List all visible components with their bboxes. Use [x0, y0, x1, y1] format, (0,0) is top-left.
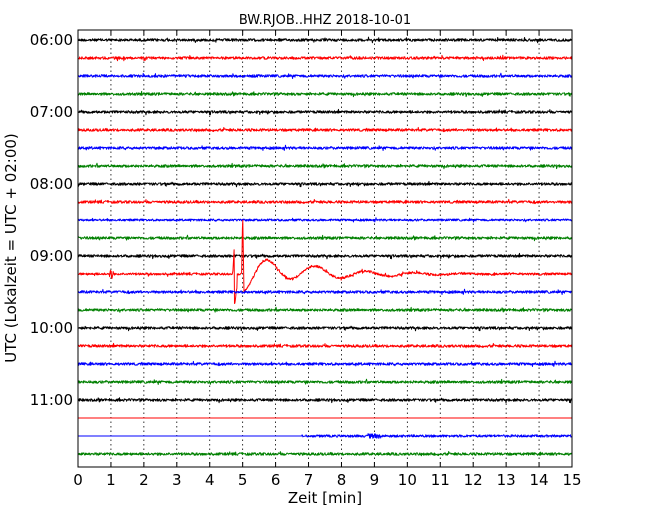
- trace-0915: [77, 219, 573, 304]
- trace-1130: [77, 433, 573, 439]
- trace-0730: [77, 144, 573, 151]
- y-axis-label: UTC (Lokalzeit = UTC + 02:00): [2, 133, 20, 363]
- y-tick-label: 06:00: [30, 31, 73, 49]
- y-tick-label: 07:00: [30, 103, 73, 121]
- x-tick-label: 7: [304, 471, 314, 489]
- trace-0645: [77, 90, 573, 98]
- x-tick-label: 6: [271, 471, 281, 489]
- trace-0615: [77, 54, 573, 62]
- y-axis-ticks: 06:00 07:00 08:00 09:00 10:00 11:00: [30, 31, 572, 409]
- chart-title: BW.RJOB..HHZ 2018-10-01: [239, 13, 411, 28]
- x-tick-label: 13: [497, 471, 516, 489]
- x-tick-label: 10: [398, 471, 417, 489]
- y-tick-label: 09:00: [30, 247, 73, 265]
- trace-1000: [77, 325, 573, 332]
- trace-0800: [77, 180, 573, 188]
- y-tick-label: 10:00: [30, 319, 73, 337]
- x-tick-label: 2: [139, 471, 149, 489]
- trace-1015: [77, 342, 573, 349]
- x-tick-label: 3: [172, 471, 182, 489]
- trace-1045: [77, 378, 573, 385]
- trace-0630: [77, 72, 573, 79]
- plot-frame: [77, 29, 573, 468]
- x-tick-label: 12: [464, 471, 483, 489]
- trace-0845: [77, 234, 573, 242]
- trace-0600: [77, 36, 573, 44]
- seismic-traces: [77, 36, 573, 457]
- x-tick-label: 4: [205, 471, 215, 489]
- trace-1145: [77, 450, 573, 457]
- trace-1030: [77, 360, 573, 367]
- x-tick-label: 14: [530, 471, 549, 489]
- trace-0700: [77, 108, 573, 116]
- y-tick-label: 11:00: [30, 391, 73, 409]
- trace-0930: [77, 288, 573, 295]
- x-axis-ticks: 0 1 2 3 4 5 6 7 8 9 10 11 12 13 14 15: [73, 30, 582, 489]
- trace-0745: [77, 162, 573, 170]
- trace-0715: [77, 126, 573, 133]
- trace-0830: [77, 217, 573, 223]
- trace-0900: [77, 252, 573, 260]
- x-tick-label: 8: [337, 471, 347, 489]
- x-tick-label: 5: [238, 471, 248, 489]
- x-tick-label: 1: [106, 471, 116, 489]
- trace-0945: [77, 306, 573, 313]
- trace-0815: [77, 198, 573, 205]
- x-tick-label: 9: [370, 471, 380, 489]
- x-tick-label: 11: [431, 471, 450, 489]
- vertical-gridlines: [110, 30, 540, 467]
- x-tick-label: 0: [73, 471, 83, 489]
- trace-1100: [77, 397, 573, 404]
- x-axis-label: Zeit [min]: [288, 489, 362, 507]
- y-tick-label: 08:00: [30, 175, 73, 193]
- x-tick-label: 15: [562, 471, 581, 489]
